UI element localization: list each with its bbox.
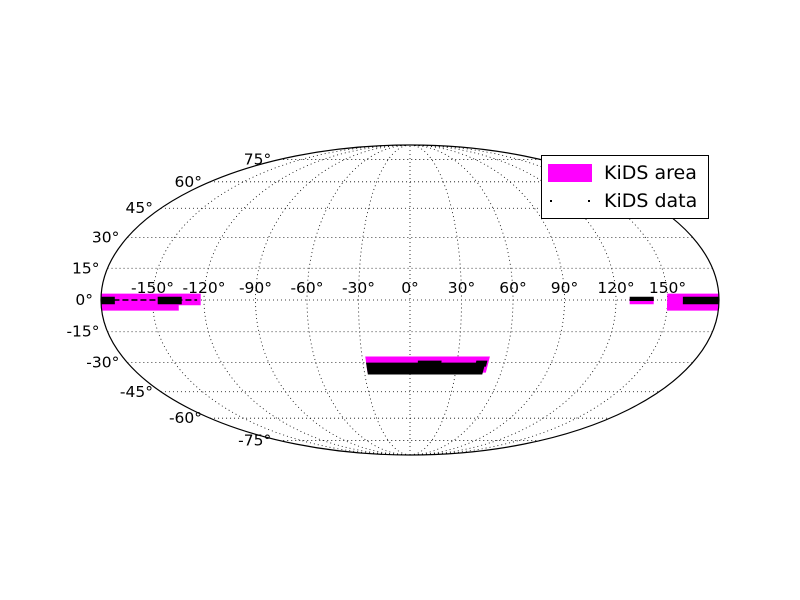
legend-item-data: KiDS data	[542, 189, 697, 213]
meridian-line	[409, 145, 462, 455]
meridian-label: -60°	[290, 279, 323, 297]
meridian-label: 120°	[597, 279, 634, 297]
parallel-label: 75°	[244, 151, 271, 169]
meridian-label: 60°	[499, 279, 526, 297]
kids-data-region	[682, 296, 719, 305]
meridian-label: 150°	[649, 279, 686, 297]
legend: KiDS area KiDS data	[541, 155, 709, 219]
meridian-line	[358, 145, 411, 455]
data-dot-icon	[548, 192, 592, 210]
parallel-label: -45°	[120, 383, 153, 401]
meridian-label: 90°	[551, 279, 578, 297]
meridian-line	[409, 145, 565, 455]
parallel-label: 60°	[175, 173, 202, 191]
meridian-label: -30°	[342, 279, 375, 297]
meridian-label: -120°	[183, 279, 226, 297]
meridian-label: -90°	[239, 279, 272, 297]
kids-data-region	[417, 360, 442, 369]
meridian-label: 0°	[401, 279, 419, 297]
parallel-label: -75°	[238, 431, 271, 449]
kids-data-region	[475, 360, 488, 367]
meridian-label: -150°	[131, 279, 174, 297]
meridian-line	[306, 145, 411, 455]
parallel-label: -15°	[66, 323, 99, 341]
meridian-line	[255, 145, 411, 455]
parallel-label: -60°	[169, 409, 202, 427]
parallel-label: -30°	[86, 354, 119, 372]
legend-data-label: KiDS data	[604, 190, 698, 212]
parallel-label: 30°	[92, 228, 119, 246]
kids-data-regions	[101, 296, 719, 375]
meridian-line	[409, 145, 617, 455]
meridian-label: 30°	[448, 279, 475, 297]
grid-labels: 75°60°45°30°15°0°-15°-30°-45°-60°-75°-15…	[66, 151, 686, 450]
parallel-label: 45°	[125, 199, 152, 217]
legend-item-area: KiDS area	[542, 161, 697, 185]
map-boundary	[100, 144, 720, 456]
parallel-label: 0°	[75, 291, 93, 309]
kids-data-region	[629, 296, 654, 302]
area-swatch-icon	[548, 164, 592, 182]
parallel-label: 15°	[72, 259, 99, 277]
meridian-line	[409, 145, 514, 455]
legend-area-label: KiDS area	[604, 162, 697, 184]
meridian-line	[203, 145, 411, 455]
